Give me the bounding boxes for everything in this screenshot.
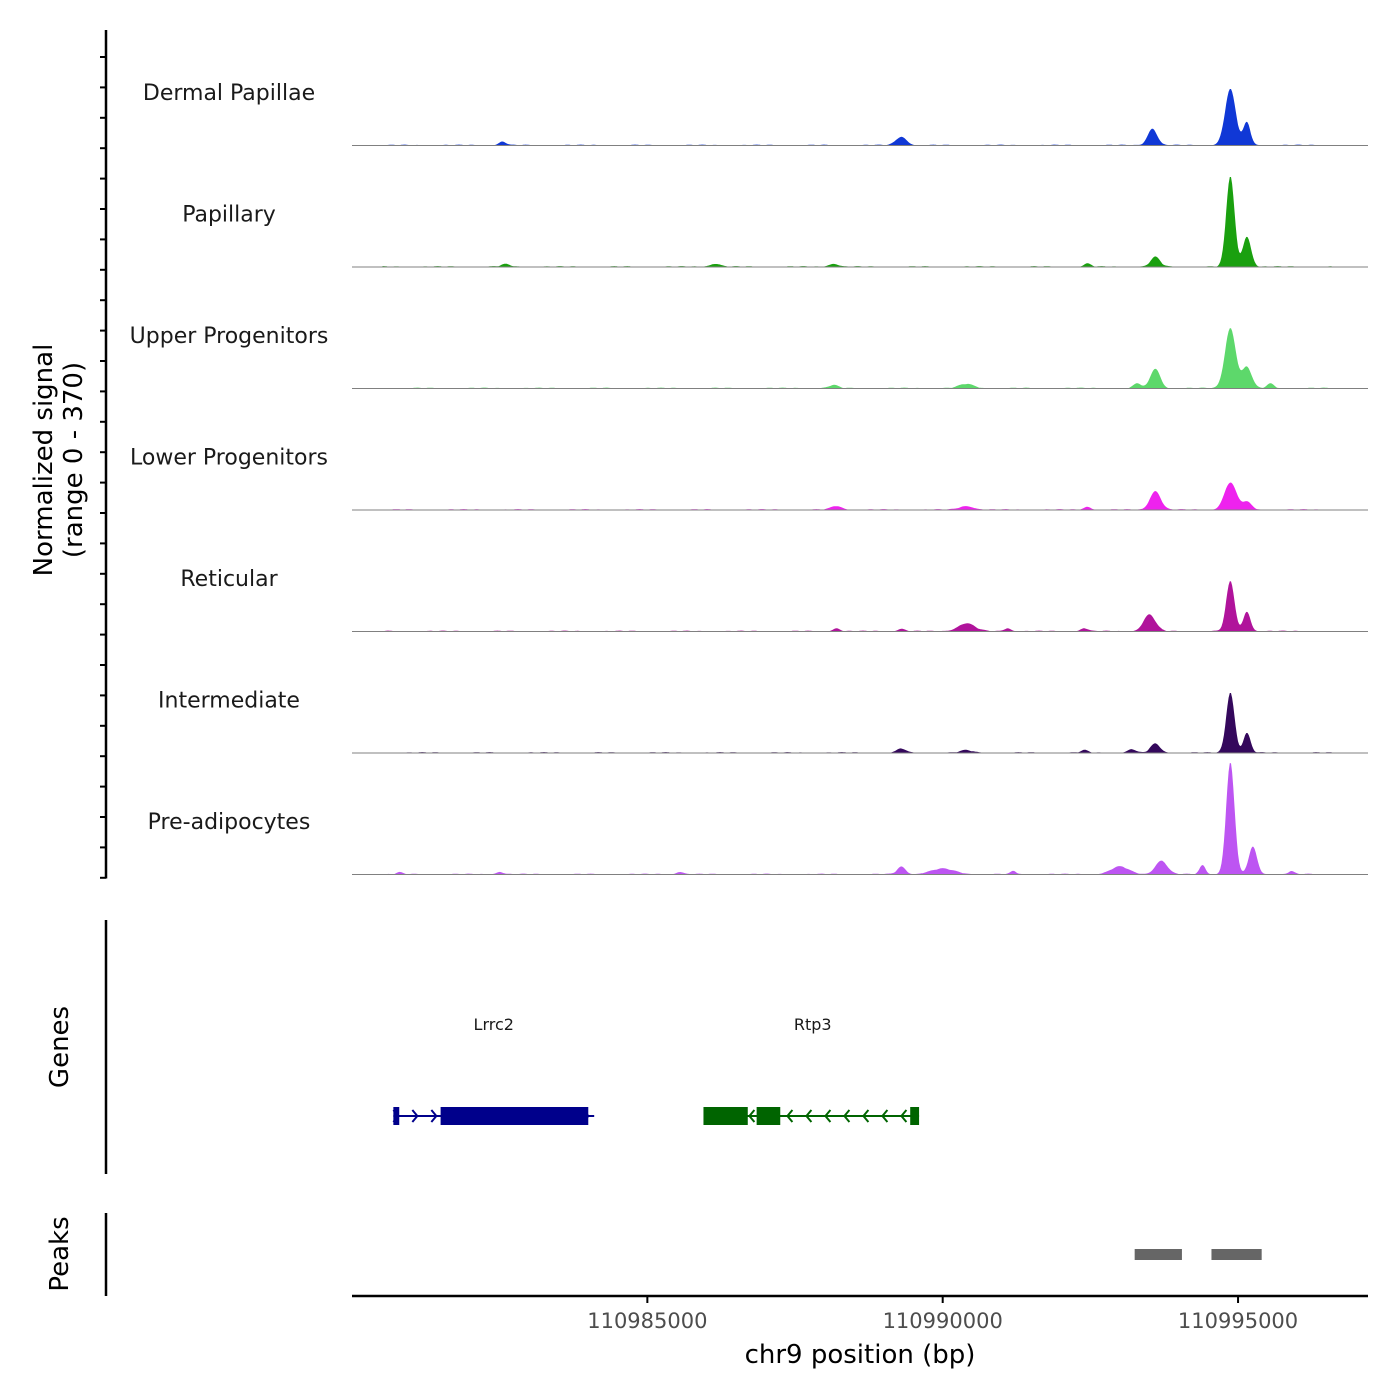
gene-exon [440, 1107, 589, 1125]
track-label: Intermediate [158, 689, 300, 714]
track-reticular: Reticular [180, 567, 1368, 632]
strand-arrow [824, 1109, 832, 1123]
strand-arrow [805, 1109, 813, 1123]
genes-track-title: Genes [45, 1006, 75, 1088]
track-upper-progenitors: Upper Progenitors [130, 324, 1368, 389]
genes-track-title-group: Genes [45, 1006, 75, 1088]
gene-lrrc2: Lrrc2 [392, 1015, 595, 1125]
track-dermal-papillae: Dermal Papillae [143, 81, 1368, 146]
track-label: Pre-adipocytes [148, 810, 311, 835]
track-label: Dermal Papillae [143, 81, 315, 106]
signal-area [352, 177, 1368, 267]
x-tick-label: 110995000 [1178, 1309, 1298, 1333]
strand-arrow [786, 1109, 794, 1123]
x-axis-label: chr9 position (bp) [745, 1340, 976, 1370]
strand-arrow [862, 1109, 870, 1123]
axes: Normalized signal (range 0 - 370) Genes Pea… [29, 30, 1368, 1370]
gene-label: Rtp3 [794, 1015, 832, 1034]
signal-tracks: Dermal Papillae Papillary Upper Progenitor… [130, 81, 1368, 875]
x-tick-label: 110990000 [883, 1309, 1003, 1333]
track-label: Upper Progenitors [130, 324, 329, 349]
gene-rtp3: Rtp3 [703, 1015, 920, 1125]
track-lower-progenitors: Lower Progenitors [130, 446, 1368, 511]
gene-exon [393, 1107, 400, 1125]
y-axis-title: Normalized signal (range 0 - 370) [29, 344, 89, 577]
signal-area [352, 693, 1368, 753]
peak-track [1134, 1249, 1262, 1260]
x-tick-label: 110985000 [587, 1309, 707, 1333]
signal-area [352, 89, 1368, 146]
track-intermediate: Intermediate [158, 689, 1368, 754]
gene-exon [910, 1107, 920, 1125]
y-axis-range-label: (range 0 - 370) [59, 362, 89, 558]
peaks-track-title: Peaks [45, 1216, 75, 1291]
strand-arrow [411, 1109, 419, 1123]
track-label: Lower Progenitors [130, 446, 328, 471]
gene-exon [703, 1107, 748, 1125]
peak-region [1134, 1249, 1182, 1260]
signal-area [352, 763, 1368, 875]
strand-arrow [748, 1109, 756, 1123]
peak-region [1211, 1249, 1262, 1260]
y-axis-label: Normalized signal [29, 344, 59, 577]
signal-area [352, 482, 1368, 510]
track-label: Papillary [182, 203, 276, 228]
peaks-track-title-group: Peaks [45, 1216, 75, 1291]
track-pre-adipocytes: Pre-adipocytes [148, 763, 1368, 875]
signal-area [352, 328, 1368, 389]
gene-track: Lrrc2 Rtp3 [392, 1015, 920, 1125]
track-papillary: Papillary [182, 177, 1368, 268]
strand-arrow [900, 1109, 908, 1123]
signal-area [352, 581, 1368, 632]
gene-label: Lrrc2 [474, 1015, 514, 1034]
track-label: Reticular [180, 567, 278, 592]
strand-arrow [430, 1109, 438, 1123]
strand-arrow [881, 1109, 889, 1123]
gene-exon [756, 1107, 781, 1125]
strand-arrow [843, 1109, 851, 1123]
